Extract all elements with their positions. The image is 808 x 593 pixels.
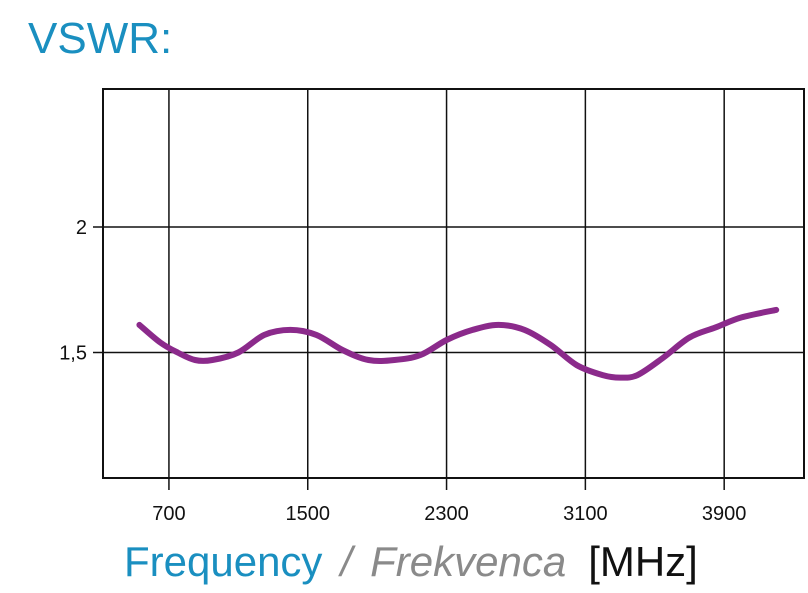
x-tick-label-3900: 3900 (702, 503, 747, 525)
x-tick-label-700: 700 (152, 503, 185, 525)
y-ticks: 1,52 (59, 217, 87, 364)
horizontal-gridlines (93, 226, 804, 354)
x-axis-label: Frequency / Frekvenca [MHz] (124, 538, 698, 586)
x-tick-label-3100: 3100 (563, 503, 608, 525)
x-axis-label-english: Frequency (124, 538, 323, 585)
plot-frame (102, 88, 805, 479)
x-axis-unit: [MHz] (588, 538, 698, 585)
x-axis-label-slovenian: Frekvenca (370, 538, 567, 585)
y-tick-label-2: 2 (76, 217, 87, 239)
y-tick-label-1,5: 1,5 (59, 343, 87, 365)
x-tick-label-1500: 1500 (285, 503, 330, 525)
x-tick-label-2300: 2300 (424, 503, 469, 525)
vertical-gridlines (168, 89, 725, 490)
chart-title: VSWR: (28, 14, 173, 63)
x-axis-label-separator: / (340, 538, 353, 585)
x-ticks: 700 1500 2300 3100 3900 (152, 503, 746, 525)
vswr-series-line (136, 306, 780, 381)
